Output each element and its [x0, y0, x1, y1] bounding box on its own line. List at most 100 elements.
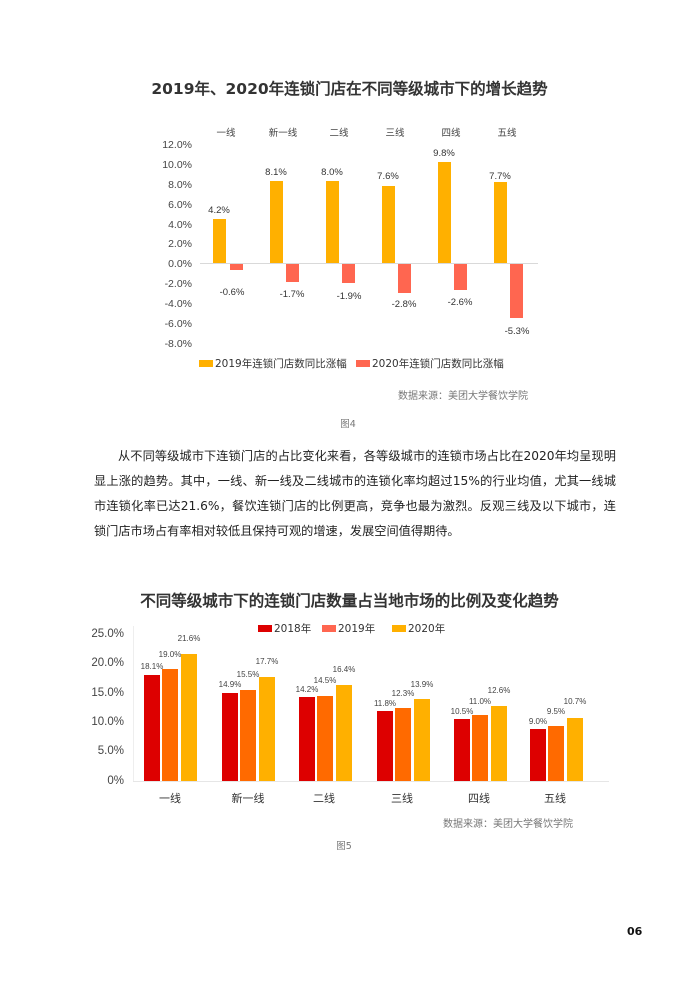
fig4-y-tick: 8.0%: [168, 179, 192, 191]
fig4-y-tick: 0.0%: [168, 258, 192, 270]
legend-label: 2019年连锁门店数同比涨幅: [215, 358, 347, 370]
figure5-title: 不同等级城市下的连锁门店数量占当地市场的比例及变化趋势: [140, 592, 559, 610]
legend-swatch: [322, 625, 336, 632]
legend-label: 2020年连锁门店数同比涨幅: [372, 358, 504, 370]
fig4-value-label-2019: 8.0%: [321, 167, 343, 178]
fig5-value-label-2018: 18.1%: [140, 662, 164, 671]
fig4-category-label: 二线: [329, 128, 349, 139]
fig4-y-tick: 10.0%: [162, 159, 192, 171]
fig5-bar-2019: [240, 690, 256, 781]
fig5-value-label-2019: 14.5%: [313, 676, 337, 685]
fig4-y-tick: -8.0%: [164, 338, 192, 350]
fig4-category-label: 四线: [441, 128, 461, 139]
fig5-y-tick: 10.0%: [91, 716, 124, 728]
fig4-y-tick: -4.0%: [164, 298, 192, 310]
fig5-y-axis: [133, 626, 134, 782]
fig4-caption: 图4: [340, 419, 356, 430]
fig5-source: 数据来源：美团大学餐饮学院: [443, 819, 573, 830]
fig5-bar-2018: [222, 693, 238, 781]
fig5-value-label-2019: 15.5%: [236, 670, 260, 679]
fig5-legend-2019: 2019年: [322, 621, 375, 636]
fig4-legend-2020: 2020年连锁门店数同比涨幅: [356, 356, 504, 371]
fig5-y-tick: 25.0%: [91, 628, 124, 640]
fig4-bar-2019: [270, 181, 283, 263]
paragraph-text: 从不同等级城市下连锁门店的占比变化来看，各等级城市的连锁市场占比在2020年均呈…: [94, 449, 616, 538]
fig5-y-tick: 5.0%: [97, 745, 124, 757]
fig4-bar-2019: [382, 186, 395, 263]
fig4-value-label-2020: -5.3%: [504, 326, 530, 337]
fig4-zero-axis: [200, 263, 538, 264]
fig4-value-label-2019: 7.7%: [489, 171, 511, 182]
fig5-bar-2020: [414, 699, 430, 781]
fig5-value-label-2018: 11.8%: [373, 699, 397, 708]
fig5-value-label-2019: 12.3%: [391, 689, 415, 698]
fig5-bar-2018: [530, 729, 546, 781]
fig5-value-label-2018: 14.2%: [295, 685, 319, 694]
fig4-value-label-2020: -1.9%: [336, 291, 362, 302]
fig4-category-label: 新一线: [268, 128, 298, 139]
fig5-category-label: 一线: [159, 792, 181, 805]
fig4-value-label-2019: 7.6%: [377, 171, 399, 182]
fig5-category-label: 五线: [544, 792, 566, 805]
fig5-caption: 图5: [336, 841, 352, 852]
fig4-y-tick: 12.0%: [162, 139, 192, 151]
legend-swatch: [356, 360, 370, 367]
fig5-value-label-2020: 12.6%: [487, 686, 511, 695]
fig5-value-label-2020: 16.4%: [332, 665, 356, 674]
fig4-category-label: 五线: [497, 128, 517, 139]
fig5-bar-2019: [395, 708, 411, 781]
fig4-source: 数据来源：美团大学餐饮学院: [398, 391, 528, 402]
fig4-category-label: 一线: [216, 128, 236, 139]
fig5-bar-2019: [317, 696, 333, 781]
fig5-bar-2019: [162, 669, 178, 781]
fig5-value-label-2019: 9.5%: [546, 707, 566, 716]
fig4-bar-2020: [286, 264, 299, 282]
body-paragraph: 从不同等级城市下连锁门店的占比变化来看，各等级城市的连锁市场占比在2020年均呈…: [94, 444, 616, 544]
fig5-y-tick: 0%: [107, 775, 124, 787]
fig5-category-label: 新一线: [231, 792, 265, 805]
fig5-value-label-2019: 19.0%: [158, 650, 182, 659]
fig5-value-label-2020: 17.7%: [255, 657, 279, 666]
fig4-bar-2020: [398, 264, 411, 293]
fig4-value-label-2020: -2.8%: [391, 299, 417, 310]
fig5-bar-2018: [454, 719, 470, 781]
fig4-bar-2019: [494, 182, 507, 263]
fig5-value-label-2020: 21.6%: [177, 634, 201, 643]
fig5-value-label-2018: 10.5%: [450, 707, 474, 716]
fig5-value-label-2018: 14.9%: [218, 680, 242, 689]
fig4-bar-2020: [454, 264, 467, 290]
fig5-value-label-2020: 10.7%: [563, 697, 587, 706]
fig4-y-tick: 4.0%: [168, 219, 192, 231]
fig4-category-label: 三线: [385, 128, 405, 139]
fig5-category-label: 四线: [468, 792, 490, 805]
legend-label: 2019年: [338, 623, 376, 635]
fig5-bar-2020: [336, 685, 352, 781]
fig5-value-label-2018: 9.0%: [528, 717, 548, 726]
fig4-bar-2019: [213, 219, 226, 263]
fig4-value-label-2020: -0.6%: [219, 287, 245, 298]
fig4-y-tick: 6.0%: [168, 199, 192, 211]
fig4-value-label-2019: 9.8%: [433, 148, 455, 159]
fig5-y-tick: 15.0%: [91, 687, 124, 699]
fig4-value-label-2020: -1.7%: [279, 289, 305, 300]
fig5-bar-2020: [567, 718, 583, 781]
fig4-bar-2019: [438, 162, 451, 263]
legend-label: 2020年: [408, 623, 446, 635]
fig5-bar-2018: [377, 711, 393, 781]
fig4-bar-2019: [326, 181, 339, 263]
legend-swatch: [258, 625, 272, 632]
fig4-y-tick: -2.0%: [164, 278, 192, 290]
fig4-bar-2020: [230, 264, 243, 270]
fig5-value-label-2020: 13.9%: [410, 680, 434, 689]
fig5-value-label-2019: 11.0%: [468, 697, 492, 706]
fig4-bar-2020: [510, 264, 523, 318]
fig5-bar-2018: [299, 697, 315, 781]
fig4-y-tick: 2.0%: [168, 238, 192, 250]
fig4-bar-2020: [342, 264, 355, 283]
fig5-bar-2020: [491, 706, 507, 781]
fig5-legend-2020: 2020年: [392, 621, 445, 636]
fig4-legend-2019: 2019年连锁门店数同比涨幅: [199, 356, 347, 371]
fig5-bar-2020: [259, 677, 275, 781]
fig5-legend-2018: 2018年: [258, 621, 311, 636]
fig5-bar-2020: [181, 654, 197, 781]
